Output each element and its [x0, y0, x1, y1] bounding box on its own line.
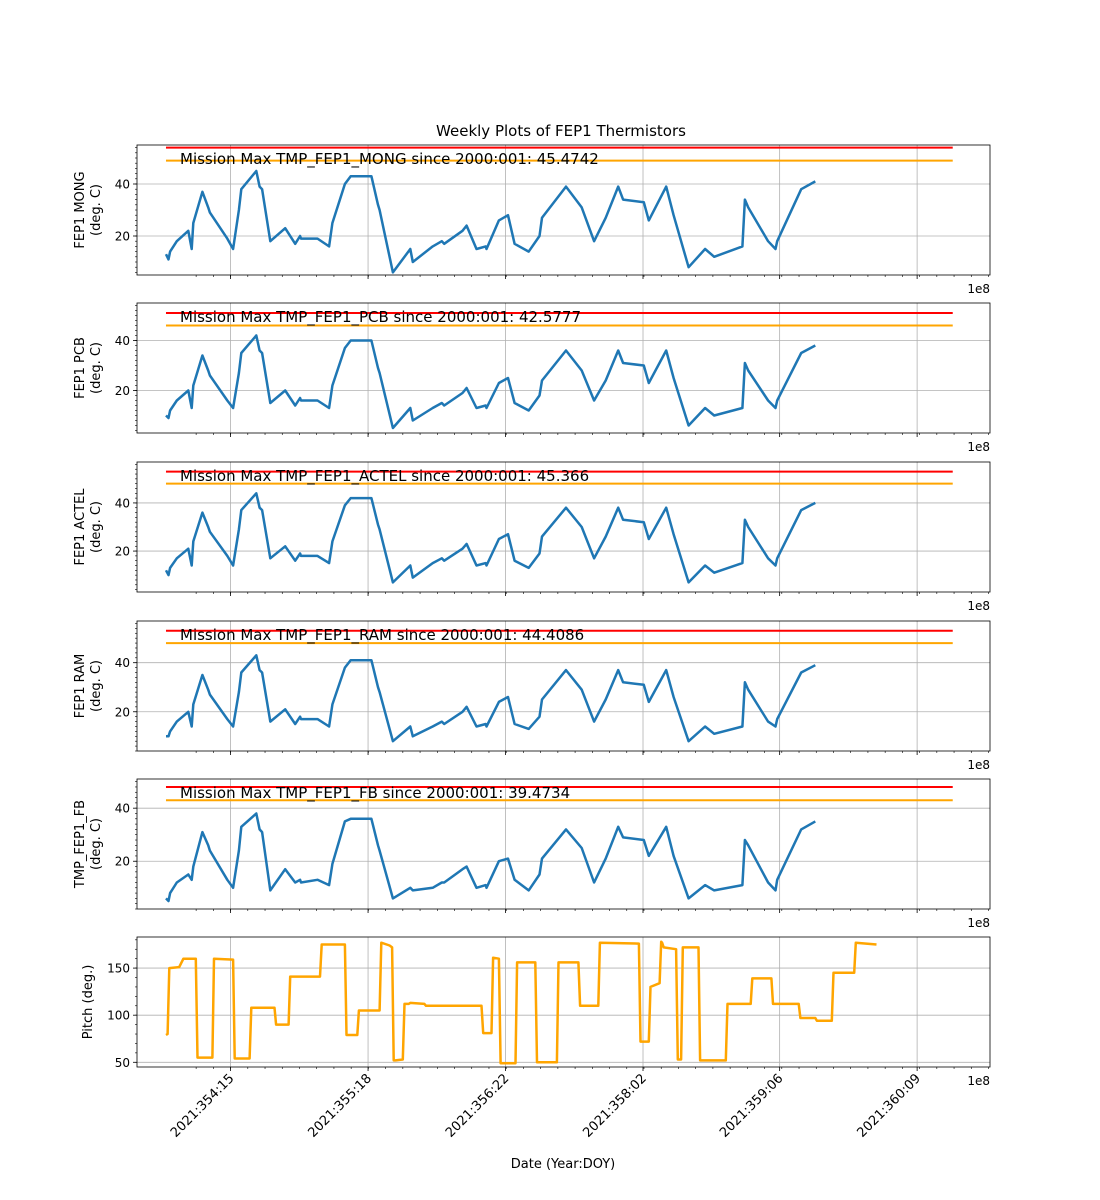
temperature-series-line [165, 334, 816, 430]
y-axis-label-line: TMP_FEP1_FB [73, 800, 88, 889]
y-axis-label: FEP1 RAM(deg. C) [73, 654, 104, 719]
temperature-series-line [164, 169, 816, 274]
y-tick-label: 20 [115, 545, 130, 559]
mission-max-annotation: Mission Max TMP_FEP1_RAM since 2000:001:… [180, 626, 584, 645]
y-tick-label: 150 [107, 962, 130, 976]
x-offset-label: 1e8 [967, 599, 990, 613]
axes-frame [136, 936, 991, 1068]
mission-max-annotation: Mission Max TMP_FEP1_ACTEL since 2000:00… [180, 467, 589, 486]
mission-max-annotation: Mission Max TMP_FEP1_MONG since 2000:001… [180, 150, 599, 169]
mission-max-annotation: Mission Max TMP_FEP1_FB since 2000:001: … [180, 784, 570, 803]
y-tick-label: 40 [115, 496, 130, 510]
y-tick-label: 20 [115, 230, 130, 244]
y-tick-label: 40 [115, 178, 130, 192]
y-axis-label-line: FEP1 MONG [73, 171, 88, 248]
temperature-series-line [166, 654, 816, 743]
y-axis-label-line: (deg. C) [89, 818, 104, 870]
y-axis-label-line: (deg. C) [89, 184, 104, 236]
panels: Mission Max TMP_FEP1_MONG since 2000:001… [73, 144, 991, 1141]
y-tick-label: 50 [115, 1056, 130, 1070]
y-axis-label-line: Pitch (deg.) [81, 965, 96, 1040]
y-tick-label: 40 [115, 802, 130, 816]
panel-1: Mission Max TMP_FEP1_MONG since 2000:001… [73, 144, 991, 296]
temperature-series-line [165, 812, 816, 903]
y-tick-label: 20 [115, 384, 130, 398]
panel-3: Mission Max TMP_FEP1_ACTEL since 2000:00… [73, 461, 991, 613]
y-axis-label-line: FEP1 ACTEL [73, 488, 88, 566]
y-tick-label: 20 [115, 855, 130, 869]
panel-2: Mission Max TMP_FEP1_PCB since 2000:001:… [73, 302, 991, 454]
y-axis-label-line: (deg. C) [89, 660, 104, 712]
y-axis-label-line: (deg. C) [89, 342, 104, 394]
panel-5: Mission Max TMP_FEP1_FB since 2000:001: … [73, 778, 991, 930]
axes-frame [136, 620, 991, 752]
x-offset-label: 1e8 [967, 916, 990, 930]
mission-max-annotation: Mission Max TMP_FEP1_PCB since 2000:001:… [180, 308, 581, 327]
x-axis-label: Date (Year:DOY) [511, 1157, 616, 1172]
y-tick-label: 100 [107, 1009, 130, 1023]
y-axis-label-line: FEP1 RAM [73, 654, 88, 719]
y-axis-label-line: (deg. C) [89, 501, 104, 553]
x-offset-label: 1e8 [967, 758, 990, 772]
y-tick-label: 40 [115, 656, 130, 670]
axes-frame [136, 778, 991, 910]
x-offset-label: 1e8 [967, 282, 990, 296]
pitch-series-line [165, 940, 877, 1065]
y-axis-label: TMP_FEP1_FB(deg. C) [73, 800, 104, 889]
y-axis-label: FEP1 PCB(deg. C) [73, 337, 104, 399]
y-tick-label: 40 [115, 334, 130, 348]
y-tick-label: 20 [115, 705, 130, 719]
x-offset-label: 1e8 [967, 440, 990, 454]
y-axis-label: FEP1 MONG(deg. C) [73, 171, 104, 248]
temperature-series-line [164, 492, 816, 584]
chart-title: Weekly Plots of FEP1 Thermistors [436, 122, 686, 140]
y-axis-label-line: FEP1 PCB [73, 337, 88, 399]
panel-4: Mission Max TMP_FEP1_RAM since 2000:001:… [73, 620, 991, 772]
y-axis-label: Pitch (deg.) [81, 965, 96, 1040]
y-axis-label: FEP1 ACTEL(deg. C) [73, 488, 104, 566]
axes-frame [136, 302, 991, 434]
x-offset-label: 1e8 [967, 1074, 990, 1088]
